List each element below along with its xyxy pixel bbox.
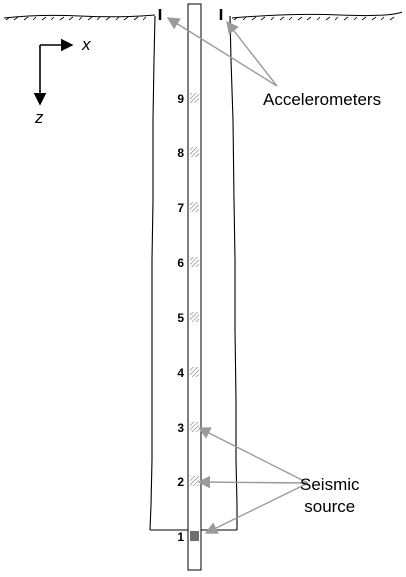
seismic-source-callout-arrow-2 <box>197 475 309 489</box>
receiver-marker-6 <box>190 257 199 267</box>
receiver-marker-8 <box>190 147 199 157</box>
borehole-wall-left <box>149 15 156 531</box>
receiver-marker-4 <box>190 367 199 377</box>
seismic-source-label-line2: source <box>304 497 356 516</box>
seismic-source-marker-1 <box>190 531 199 541</box>
receiver-marker-5 <box>190 312 199 322</box>
position-label-2: 2 <box>177 475 184 489</box>
position-label-9: 9 <box>177 92 184 106</box>
position-label-5: 5 <box>177 311 184 325</box>
position-label-8: 8 <box>177 146 184 160</box>
receiver-marker-9 <box>190 93 199 103</box>
position-label-3: 3 <box>177 421 184 435</box>
seismic-source-callout-arrow-1 <box>204 482 309 534</box>
accelerometers-label: Accelerometers <box>263 90 382 109</box>
seismic-source-label: Seismic source <box>300 474 360 518</box>
receiver-marker-2 <box>190 476 199 486</box>
position-label-6: 6 <box>177 256 184 270</box>
coordinate-axes <box>33 38 74 106</box>
position-label-1: 1 <box>177 530 184 544</box>
seismic-source-callout-arrow-3 <box>197 427 309 484</box>
x-axis-label: x <box>82 35 91 54</box>
receiver-marker-3 <box>190 422 199 432</box>
position-label-7: 7 <box>177 201 184 215</box>
ground-surface-right <box>231 11 403 21</box>
accelerometer-callout-arrow-left <box>166 17 278 87</box>
seismic-source-label-line1: Seismic <box>300 475 360 494</box>
receiver-marker-7 <box>190 202 199 212</box>
borehole-wall-right <box>229 15 238 530</box>
position-label-4: 4 <box>177 366 184 380</box>
position-markers <box>190 93 199 541</box>
accelerometer-callout-arrow-right <box>226 20 278 87</box>
z-axis-label: z <box>35 108 44 127</box>
ground-surface-left <box>3 14 156 21</box>
